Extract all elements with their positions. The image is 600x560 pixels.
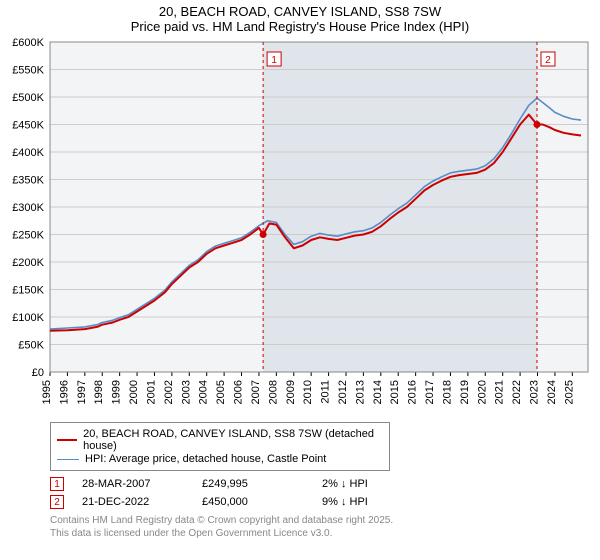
legend-label: 20, BEACH ROAD, CANVEY ISLAND, SS8 7SW (… — [83, 428, 383, 452]
svg-text:2013: 2013 — [354, 380, 366, 404]
legend-item: HPI: Average price, detached house, Cast… — [57, 453, 383, 465]
svg-text:2020: 2020 — [476, 380, 488, 404]
svg-text:2019: 2019 — [459, 380, 471, 404]
svg-text:£400K: £400K — [12, 147, 44, 159]
legend-label: HPI: Average price, detached house, Cast… — [85, 453, 326, 465]
title-line2: Price paid vs. HM Land Registry's House … — [0, 19, 600, 34]
legend-item: 20, BEACH ROAD, CANVEY ISLAND, SS8 7SW (… — [57, 428, 383, 452]
svg-text:2004: 2004 — [198, 380, 210, 404]
footer-line2: This data is licensed under the Open Gov… — [50, 528, 570, 541]
title-line1: 20, BEACH ROAD, CANVEY ISLAND, SS8 7SW — [0, 4, 600, 19]
legend: 20, BEACH ROAD, CANVEY ISLAND, SS8 7SW (… — [50, 422, 390, 471]
svg-text:2006: 2006 — [233, 380, 245, 404]
svg-text:2: 2 — [545, 55, 551, 66]
marker-badge: 1 — [50, 477, 64, 491]
svg-text:£100K: £100K — [12, 312, 44, 324]
svg-text:1999: 1999 — [111, 380, 123, 404]
svg-text:£500K: £500K — [12, 92, 44, 104]
marker-row: 1 28-MAR-2007£249,9952% ↓ HPI — [50, 477, 600, 491]
marker-badge: 2 — [50, 495, 64, 509]
svg-text:£150K: £150K — [12, 285, 44, 297]
svg-text:£350K: £350K — [12, 175, 44, 187]
svg-text:2021: 2021 — [494, 380, 506, 404]
svg-text:1: 1 — [271, 55, 277, 66]
svg-text:2014: 2014 — [372, 380, 384, 404]
marker-date: 28-MAR-2007 — [82, 478, 202, 490]
marker-delta: 2% ↓ HPI — [322, 478, 422, 490]
svg-text:£550K: £550K — [12, 65, 44, 77]
svg-text:1996: 1996 — [58, 380, 70, 404]
svg-text:1998: 1998 — [93, 380, 105, 404]
legend-swatch — [57, 439, 77, 441]
svg-text:£200K: £200K — [12, 257, 44, 269]
marker-row: 2 21-DEC-2022£450,0009% ↓ HPI — [50, 495, 600, 509]
svg-text:2002: 2002 — [163, 380, 175, 404]
svg-text:£450K: £450K — [12, 120, 44, 132]
legend-swatch — [57, 459, 79, 460]
chart-title-block: 20, BEACH ROAD, CANVEY ISLAND, SS8 7SW P… — [0, 0, 600, 36]
svg-text:2023: 2023 — [529, 380, 541, 404]
footer-note: Contains HM Land Registry data © Crown c… — [50, 515, 570, 540]
footer-line1: Contains HM Land Registry data © Crown c… — [50, 515, 570, 528]
svg-text:2012: 2012 — [337, 380, 349, 404]
svg-text:2000: 2000 — [128, 380, 140, 404]
marker-date: 21-DEC-2022 — [82, 496, 202, 508]
svg-text:2018: 2018 — [441, 380, 453, 404]
svg-text:£250K: £250K — [12, 230, 44, 242]
svg-text:2025: 2025 — [563, 380, 575, 404]
svg-text:2001: 2001 — [145, 380, 157, 404]
svg-text:2022: 2022 — [511, 380, 523, 404]
chart-container: £0 £50K £100K £150K £200K £250K £300K £350K £400… — [0, 36, 600, 416]
svg-text:2009: 2009 — [285, 380, 297, 404]
svg-text:2024: 2024 — [546, 380, 558, 404]
svg-text:2008: 2008 — [267, 380, 279, 404]
svg-text:1995: 1995 — [41, 380, 53, 404]
svg-text:2007: 2007 — [250, 380, 262, 404]
marker-delta: 9% ↓ HPI — [322, 496, 422, 508]
svg-text:1997: 1997 — [76, 380, 88, 404]
svg-text:2003: 2003 — [180, 380, 192, 404]
svg-text:£0: £0 — [32, 367, 44, 379]
svg-text:2005: 2005 — [215, 380, 227, 404]
svg-text:2015: 2015 — [389, 380, 401, 404]
line-chart: £0 £50K £100K £150K £200K £250K £300K £350K £400… — [0, 36, 600, 416]
marker-price: £450,000 — [202, 496, 322, 508]
marker-table: 1 28-MAR-2007£249,9952% ↓ HPI 2 21-DEC-2022… — [50, 477, 600, 509]
svg-text:2016: 2016 — [407, 380, 419, 404]
marker-price: £249,995 — [202, 478, 322, 490]
svg-text:£300K: £300K — [12, 202, 44, 214]
svg-text:£600K: £600K — [12, 37, 44, 49]
svg-text:£50K: £50K — [18, 340, 44, 352]
svg-text:2017: 2017 — [424, 380, 436, 404]
svg-text:2010: 2010 — [302, 380, 314, 404]
svg-text:2011: 2011 — [320, 380, 332, 404]
